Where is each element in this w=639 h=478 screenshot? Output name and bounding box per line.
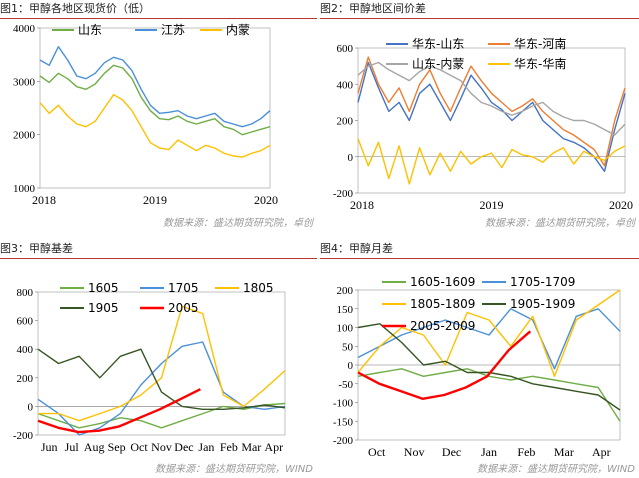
x-tick-label: 2020: [609, 198, 633, 212]
x-tick-label: Jun: [41, 440, 58, 454]
legend-label: 1805: [243, 281, 274, 295]
legend-label: 华东-华南: [514, 56, 566, 71]
y-tick-label: 400: [337, 79, 354, 91]
y-tick-label: -200: [333, 188, 354, 200]
source-note: 数据来源：盛达期货研究院，WIND: [154, 464, 313, 475]
y-tick-label: 150: [337, 304, 354, 316]
x-tick-label: Aug: [84, 440, 105, 454]
y-tick-label: 50: [342, 341, 354, 353]
series-line-1805: [38, 305, 286, 422]
series-line-江苏: [39, 46, 271, 128]
legend-label: 2005-2009: [410, 319, 475, 333]
x-tick-label: Dec: [174, 440, 193, 454]
series-line-2005-2009: [357, 330, 532, 401]
panel-3: 图3：甲醇基差 -200 0 200 400 600 800 Jun Jul Aug Sep Oct…: [0, 240, 317, 478]
legend-label: 1805-1809: [410, 297, 475, 311]
chart-regional-spot-price: 1000 2000 3000 4000 2018 2019 2020 山东 江苏 内蒙: [13, 23, 278, 207]
x-tick-label: Apr: [592, 445, 611, 459]
x-tick-label: Nov: [404, 445, 425, 459]
legend-label: 1605: [88, 281, 119, 295]
x-tick-label: 2019: [480, 198, 504, 212]
series-line-1705: [37, 341, 286, 436]
y-tick-label: 200: [17, 373, 34, 385]
y-tick-label: 1000: [13, 183, 36, 195]
x-tick-label: Feb: [220, 440, 238, 454]
chart-month-spread: -200 -150 -100 -50 0 50 100 150 200 Oct Nov Dec Jan F…: [333, 275, 621, 459]
series-line-山东: [39, 64, 271, 136]
x-tick-label: 2019: [143, 193, 167, 207]
legend-label: 山东-内蒙: [412, 57, 464, 71]
x-tick-label: Mar: [241, 440, 261, 454]
series-line-2005: [37, 388, 201, 434]
y-tick-label: -200: [333, 435, 354, 447]
legend-label: 1705-1709: [510, 275, 575, 289]
legend-label: 华东-山东: [412, 37, 464, 51]
x-tick-label: Jan: [198, 440, 214, 454]
series-line-1905: [37, 348, 286, 411]
y-tick-label: 200: [337, 116, 354, 128]
x-tick-label: Apr: [264, 440, 283, 454]
legend-label: 1705: [168, 281, 199, 295]
legend-label: 华东-河南: [514, 36, 566, 51]
legend-label: 1605-1609: [410, 275, 475, 289]
legend-label: 2005: [168, 301, 199, 315]
series-line-1605-1609: [357, 368, 621, 422]
x-tick-label: Mar: [554, 445, 574, 459]
y-tick-label: -100: [333, 398, 354, 410]
series-line-华东-山东: [357, 61, 626, 173]
panel-title: 图1：甲醇各地区现货价（低）: [0, 0, 317, 19]
series-line-1605: [37, 402, 286, 429]
y-tick-label: -150: [333, 416, 354, 428]
y-tick-label: 100: [337, 323, 354, 335]
chart-regional-spread: -200 0 200 400 600 2018 2019 2020 华东-山东 华东-河南山东-内…: [333, 36, 633, 212]
panel-title: 图4：甲醇月差: [320, 240, 639, 259]
panel-4: 图4：甲醇月差 -200 -150 -100 -50 0 50 100 150 200 Oct No…: [320, 240, 639, 478]
panel-title: 图3：甲醇基差: [0, 240, 317, 259]
x-tick-label: Jul: [65, 440, 80, 454]
x-tick-label: Sep: [108, 440, 126, 454]
x-tick-label: 2018: [350, 198, 374, 212]
series-line-内蒙: [39, 93, 271, 158]
series-line-1805-1809: [357, 289, 621, 378]
panel-1: 图1：甲醇各地区现货价（低） 1000 2000 3000 4000 2018 2019 2…: [0, 0, 317, 230]
legend-label: 1905: [88, 301, 119, 315]
x-tick-label: Feb: [517, 445, 535, 459]
x-tick-label: 2020: [254, 193, 278, 207]
y-tick-label: 800: [17, 287, 34, 299]
x-tick-label: Oct: [130, 440, 148, 454]
plot-area: [39, 27, 271, 189]
y-tick-label: 0: [348, 152, 354, 164]
series-line-1705-1709: [357, 308, 621, 370]
y-tick-label: 2000: [13, 130, 36, 142]
legend-label: 山东: [78, 23, 102, 37]
plot-area: [37, 291, 286, 436]
y-tick-label: 0: [28, 401, 34, 413]
y-tick-label: 200: [337, 285, 354, 297]
source-note: 数据来源：盛达期货研究院，WIND: [476, 464, 635, 475]
legend-label: 江苏: [161, 23, 185, 37]
x-tick-label: Jan: [481, 445, 497, 459]
series-line-华东-河南: [357, 56, 626, 167]
panel-2: 图2：甲醇地区间价差 -200 0 200 400 600 2018 2019 2020 华东-…: [320, 0, 639, 230]
series-line-山东-内蒙: [357, 61, 626, 136]
y-tick-label: -200: [13, 430, 34, 442]
legend-label: 内蒙: [226, 23, 250, 37]
source-note: 数据来源：盛达期货研究院，卓创: [163, 218, 313, 229]
legend-label: 1905-1909: [510, 297, 575, 311]
y-tick-label: 600: [17, 316, 34, 328]
y-tick-label: 0: [348, 360, 354, 372]
x-tick-label: Nov: [151, 440, 172, 454]
y-tick-label: 600: [337, 43, 354, 55]
y-tick-label: 400: [17, 344, 34, 356]
x-tick-label: 2018: [32, 193, 56, 207]
panel-title: 图2：甲醇地区间价差: [320, 0, 639, 19]
source-note: 数据来源：盛达期货研究院，卓创: [485, 218, 635, 229]
x-tick-label: Dec: [442, 445, 461, 459]
x-tick-label: Oct: [368, 445, 386, 459]
y-tick-label: -50: [338, 379, 353, 391]
chart-basis: -200 0 200 400 600 800 Jun Jul Aug Sep Oct Nov Dec Ja…: [13, 281, 286, 454]
series-line-华东-华南: [357, 138, 626, 185]
y-tick-label: 4000: [13, 23, 36, 35]
y-tick-label: 3000: [13, 76, 36, 88]
